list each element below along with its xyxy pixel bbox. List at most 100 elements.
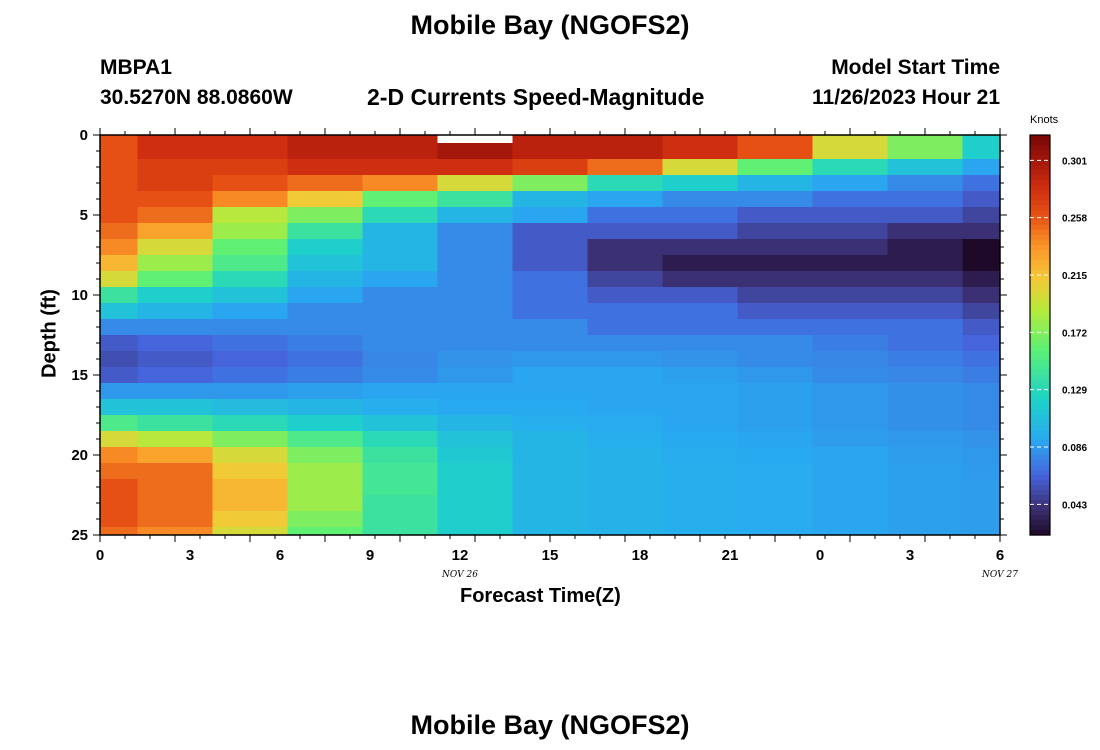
- heatmap-cell: [512, 431, 588, 448]
- colorbar-segment: [1030, 515, 1050, 521]
- heatmap-cell: [812, 135, 888, 160]
- heatmap-cell: [737, 207, 813, 224]
- heatmap-cell: [962, 287, 1001, 304]
- heatmap-cell: [737, 463, 813, 480]
- x-date-label: NOV 27: [981, 570, 1018, 580]
- heatmap-cell: [737, 271, 813, 288]
- colorbar-segment: [1030, 295, 1050, 301]
- heatmap-cell: [812, 159, 888, 176]
- colorbar-segment: [1030, 355, 1050, 361]
- heatmap-cell: [212, 255, 288, 272]
- colorbar-segment: [1030, 230, 1050, 236]
- heatmap-cell: [587, 223, 663, 240]
- colorbar-segment: [1030, 135, 1050, 141]
- heatmap-cell: [587, 271, 663, 288]
- chart-title: Mobile Bay (NGOFS2): [410, 10, 690, 40]
- heatmap-cell: [662, 447, 738, 464]
- heatmap-cell: [587, 191, 663, 208]
- heatmap-cell: [887, 511, 963, 528]
- heatmap-cell: [662, 303, 738, 320]
- heatmap-cell: [887, 239, 963, 256]
- heatmap-cell: [137, 415, 213, 432]
- heatmap-cell: [887, 367, 963, 384]
- heatmap-cell: [812, 431, 888, 448]
- heatmap-cell: [137, 511, 213, 528]
- heatmap-cell: [962, 383, 1001, 400]
- heatmap-cell: [100, 527, 138, 536]
- heatmap-cell: [212, 383, 288, 400]
- heatmap-cell: [287, 463, 363, 480]
- colorbar-segment: [1030, 175, 1050, 181]
- heatmap-cell: [512, 159, 588, 176]
- heatmap-cell: [137, 239, 213, 256]
- colorbar-segment: [1030, 390, 1050, 396]
- heatmap-cell: [512, 511, 588, 528]
- heatmap-cell: [737, 495, 813, 512]
- heatmap-cell: [362, 239, 438, 256]
- heatmap-cell: [587, 335, 663, 352]
- heatmap-cell: [662, 159, 738, 176]
- heatmap-cell: [287, 135, 363, 160]
- heatmap-cell: [587, 367, 663, 384]
- heatmap-cell: [212, 239, 288, 256]
- heatmap-cell: [100, 207, 138, 224]
- y-tick-label: 20: [71, 447, 88, 464]
- colorbar-title: Knots: [1030, 114, 1059, 126]
- heatmap-cell: [512, 271, 588, 288]
- y-axis-label: Depth (ft): [38, 289, 61, 378]
- heatmap-cell: [362, 351, 438, 368]
- heatmap-cell: [137, 207, 213, 224]
- colorbar-segment: [1030, 235, 1050, 241]
- heatmap-cell: [137, 463, 213, 480]
- heatmap-cell: [100, 135, 138, 160]
- heatmap-cell: [212, 447, 288, 464]
- heatmap-cell: [512, 335, 588, 352]
- heatmap-cell: [962, 527, 1001, 536]
- heatmap-cell: [737, 135, 813, 160]
- colorbar-segment: [1030, 415, 1050, 421]
- x-tick-label: 15: [542, 547, 559, 564]
- colorbar-segment: [1030, 450, 1050, 456]
- heatmap-cell: [887, 223, 963, 240]
- heatmap-cell: [362, 463, 438, 480]
- heatmap-cell: [137, 399, 213, 416]
- heatmap-cell: [587, 479, 663, 496]
- heatmap-cell: [587, 255, 663, 272]
- heatmap-cell: [587, 399, 663, 416]
- heatmap-cell: [100, 351, 138, 368]
- colorbar-segment: [1030, 240, 1050, 246]
- colorbar-segment: [1030, 200, 1050, 206]
- heatmap-cell: [437, 159, 513, 176]
- colorbar-segment: [1030, 435, 1050, 441]
- colorbar-segment: [1030, 225, 1050, 231]
- heatmap-cell: [437, 415, 513, 432]
- heatmap-cell: [887, 351, 963, 368]
- heatmap-cell: [362, 479, 438, 496]
- heatmap-cell: [287, 319, 363, 336]
- colorbar-segment: [1030, 470, 1050, 476]
- heatmap-cell: [512, 415, 588, 432]
- colorbar-segment: [1030, 510, 1050, 516]
- heatmap-cells: [100, 135, 1001, 536]
- heatmap-cell: [812, 479, 888, 496]
- x-tick-label: 6: [996, 547, 1004, 564]
- heatmap-cell: [137, 191, 213, 208]
- colorbar-tick-label: 0.215: [1062, 271, 1087, 282]
- heatmap-cell: [100, 319, 138, 336]
- heatmap-cell: [812, 495, 888, 512]
- heatmap-cell: [137, 255, 213, 272]
- heatmap-cell: [212, 463, 288, 480]
- y-tick-label: 15: [71, 367, 88, 384]
- heatmap-cell: [437, 431, 513, 448]
- colorbar-segment: [1030, 290, 1050, 296]
- heatmap-cell: [812, 383, 888, 400]
- heatmap-cell: [287, 415, 363, 432]
- heatmap-cell: [287, 255, 363, 272]
- colorbar-segment: [1030, 140, 1050, 146]
- heatmap-cell: [287, 287, 363, 304]
- heatmap-cell: [887, 159, 963, 176]
- colorbar-segment: [1030, 310, 1050, 316]
- heatmap-cell: [962, 447, 1001, 464]
- heatmap-cell: [587, 415, 663, 432]
